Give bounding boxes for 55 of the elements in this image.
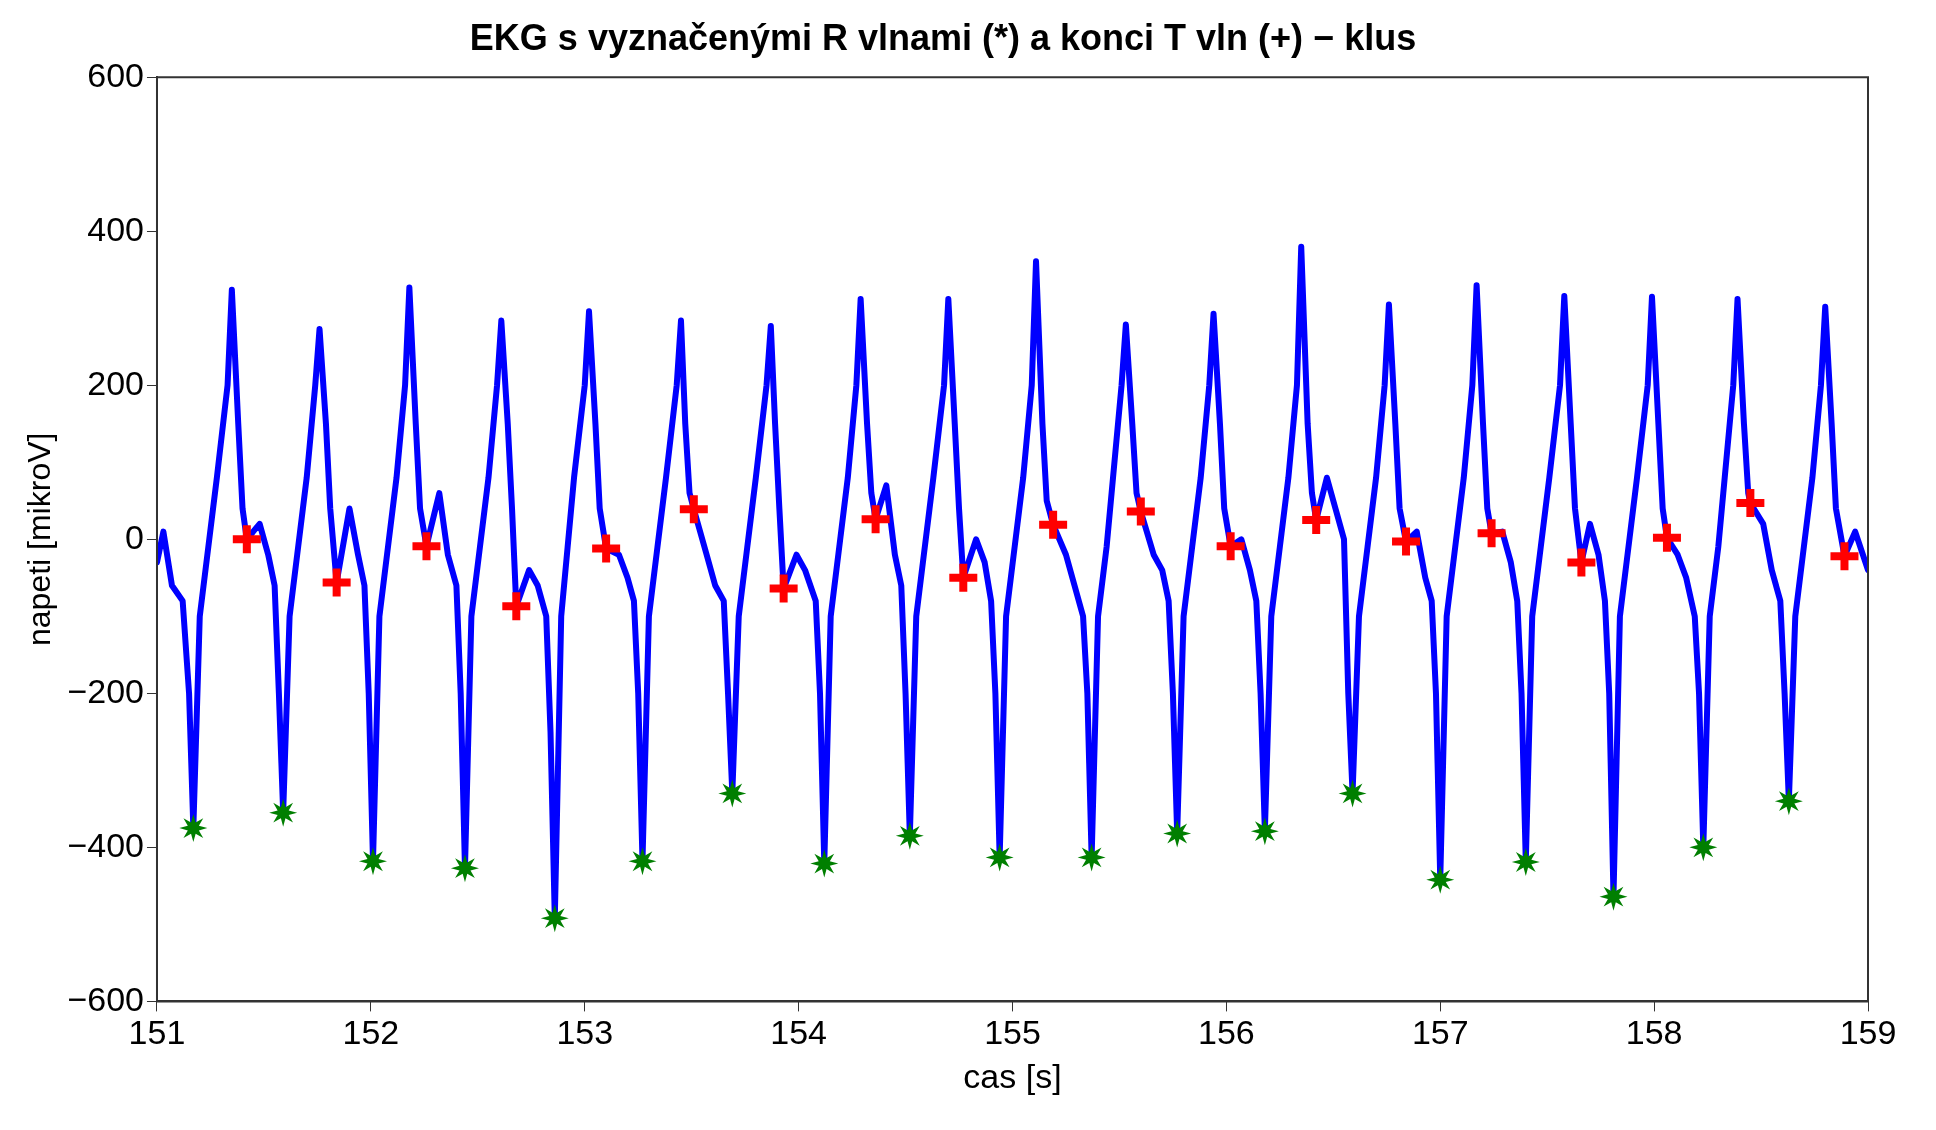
point: [269, 798, 298, 827]
point: [592, 534, 621, 563]
point: [718, 779, 747, 808]
point: [985, 843, 1014, 872]
x-tick-label: 157: [1411, 1013, 1469, 1052]
x-tick-label: 159: [1839, 1013, 1897, 1052]
y-tick-label: 200: [87, 363, 144, 402]
x-tick-label: 154: [770, 1013, 827, 1052]
y-tick-label: 400: [87, 209, 144, 248]
point: [1126, 497, 1155, 526]
point: [540, 904, 569, 933]
point: [502, 592, 531, 621]
point: [1250, 817, 1279, 846]
point: [895, 821, 924, 850]
x-axis-title: cas [s]: [963, 1056, 1062, 1095]
point: [1216, 532, 1245, 561]
point: [1392, 527, 1421, 556]
point: [450, 854, 479, 883]
point: [1163, 819, 1192, 848]
chart-title: EKG s vyznačenými R vlnami (*) a konci T vln (+) − klus: [469, 16, 1417, 58]
point: [1302, 506, 1331, 535]
point: [359, 847, 387, 876]
x-tick-label: 158: [1625, 1013, 1683, 1052]
point: [412, 532, 441, 561]
point: [1652, 523, 1681, 552]
x-tick-label: 153: [556, 1013, 614, 1052]
point: [679, 495, 708, 524]
point: [1338, 779, 1367, 808]
point: [1567, 548, 1596, 577]
point: [861, 505, 890, 534]
point: [628, 847, 657, 876]
point: [949, 563, 978, 592]
point: [1599, 882, 1628, 911]
point: [769, 574, 798, 603]
point: [179, 814, 208, 843]
point: [1039, 510, 1068, 539]
point: [1736, 489, 1765, 518]
point: [1774, 787, 1803, 816]
y-tick-label: 600: [87, 55, 144, 94]
y-tick-label: −400: [67, 825, 144, 864]
x-tick-label: 156: [1198, 1013, 1255, 1052]
point: [1477, 519, 1506, 548]
point: [1511, 848, 1540, 876]
y-tick-label: −200: [67, 671, 144, 710]
x-tick-label: 152: [342, 1013, 400, 1052]
x-tick-label: 155: [984, 1013, 1041, 1052]
point: [322, 568, 351, 597]
point: [1830, 542, 1859, 571]
point: [810, 849, 839, 878]
y-tick-label: 0: [125, 517, 144, 556]
point: [1689, 833, 1718, 862]
point: [1077, 843, 1106, 872]
point: [1426, 865, 1455, 894]
point: [232, 525, 261, 554]
y-axis-title: napeti [mikroV]: [21, 432, 58, 647]
